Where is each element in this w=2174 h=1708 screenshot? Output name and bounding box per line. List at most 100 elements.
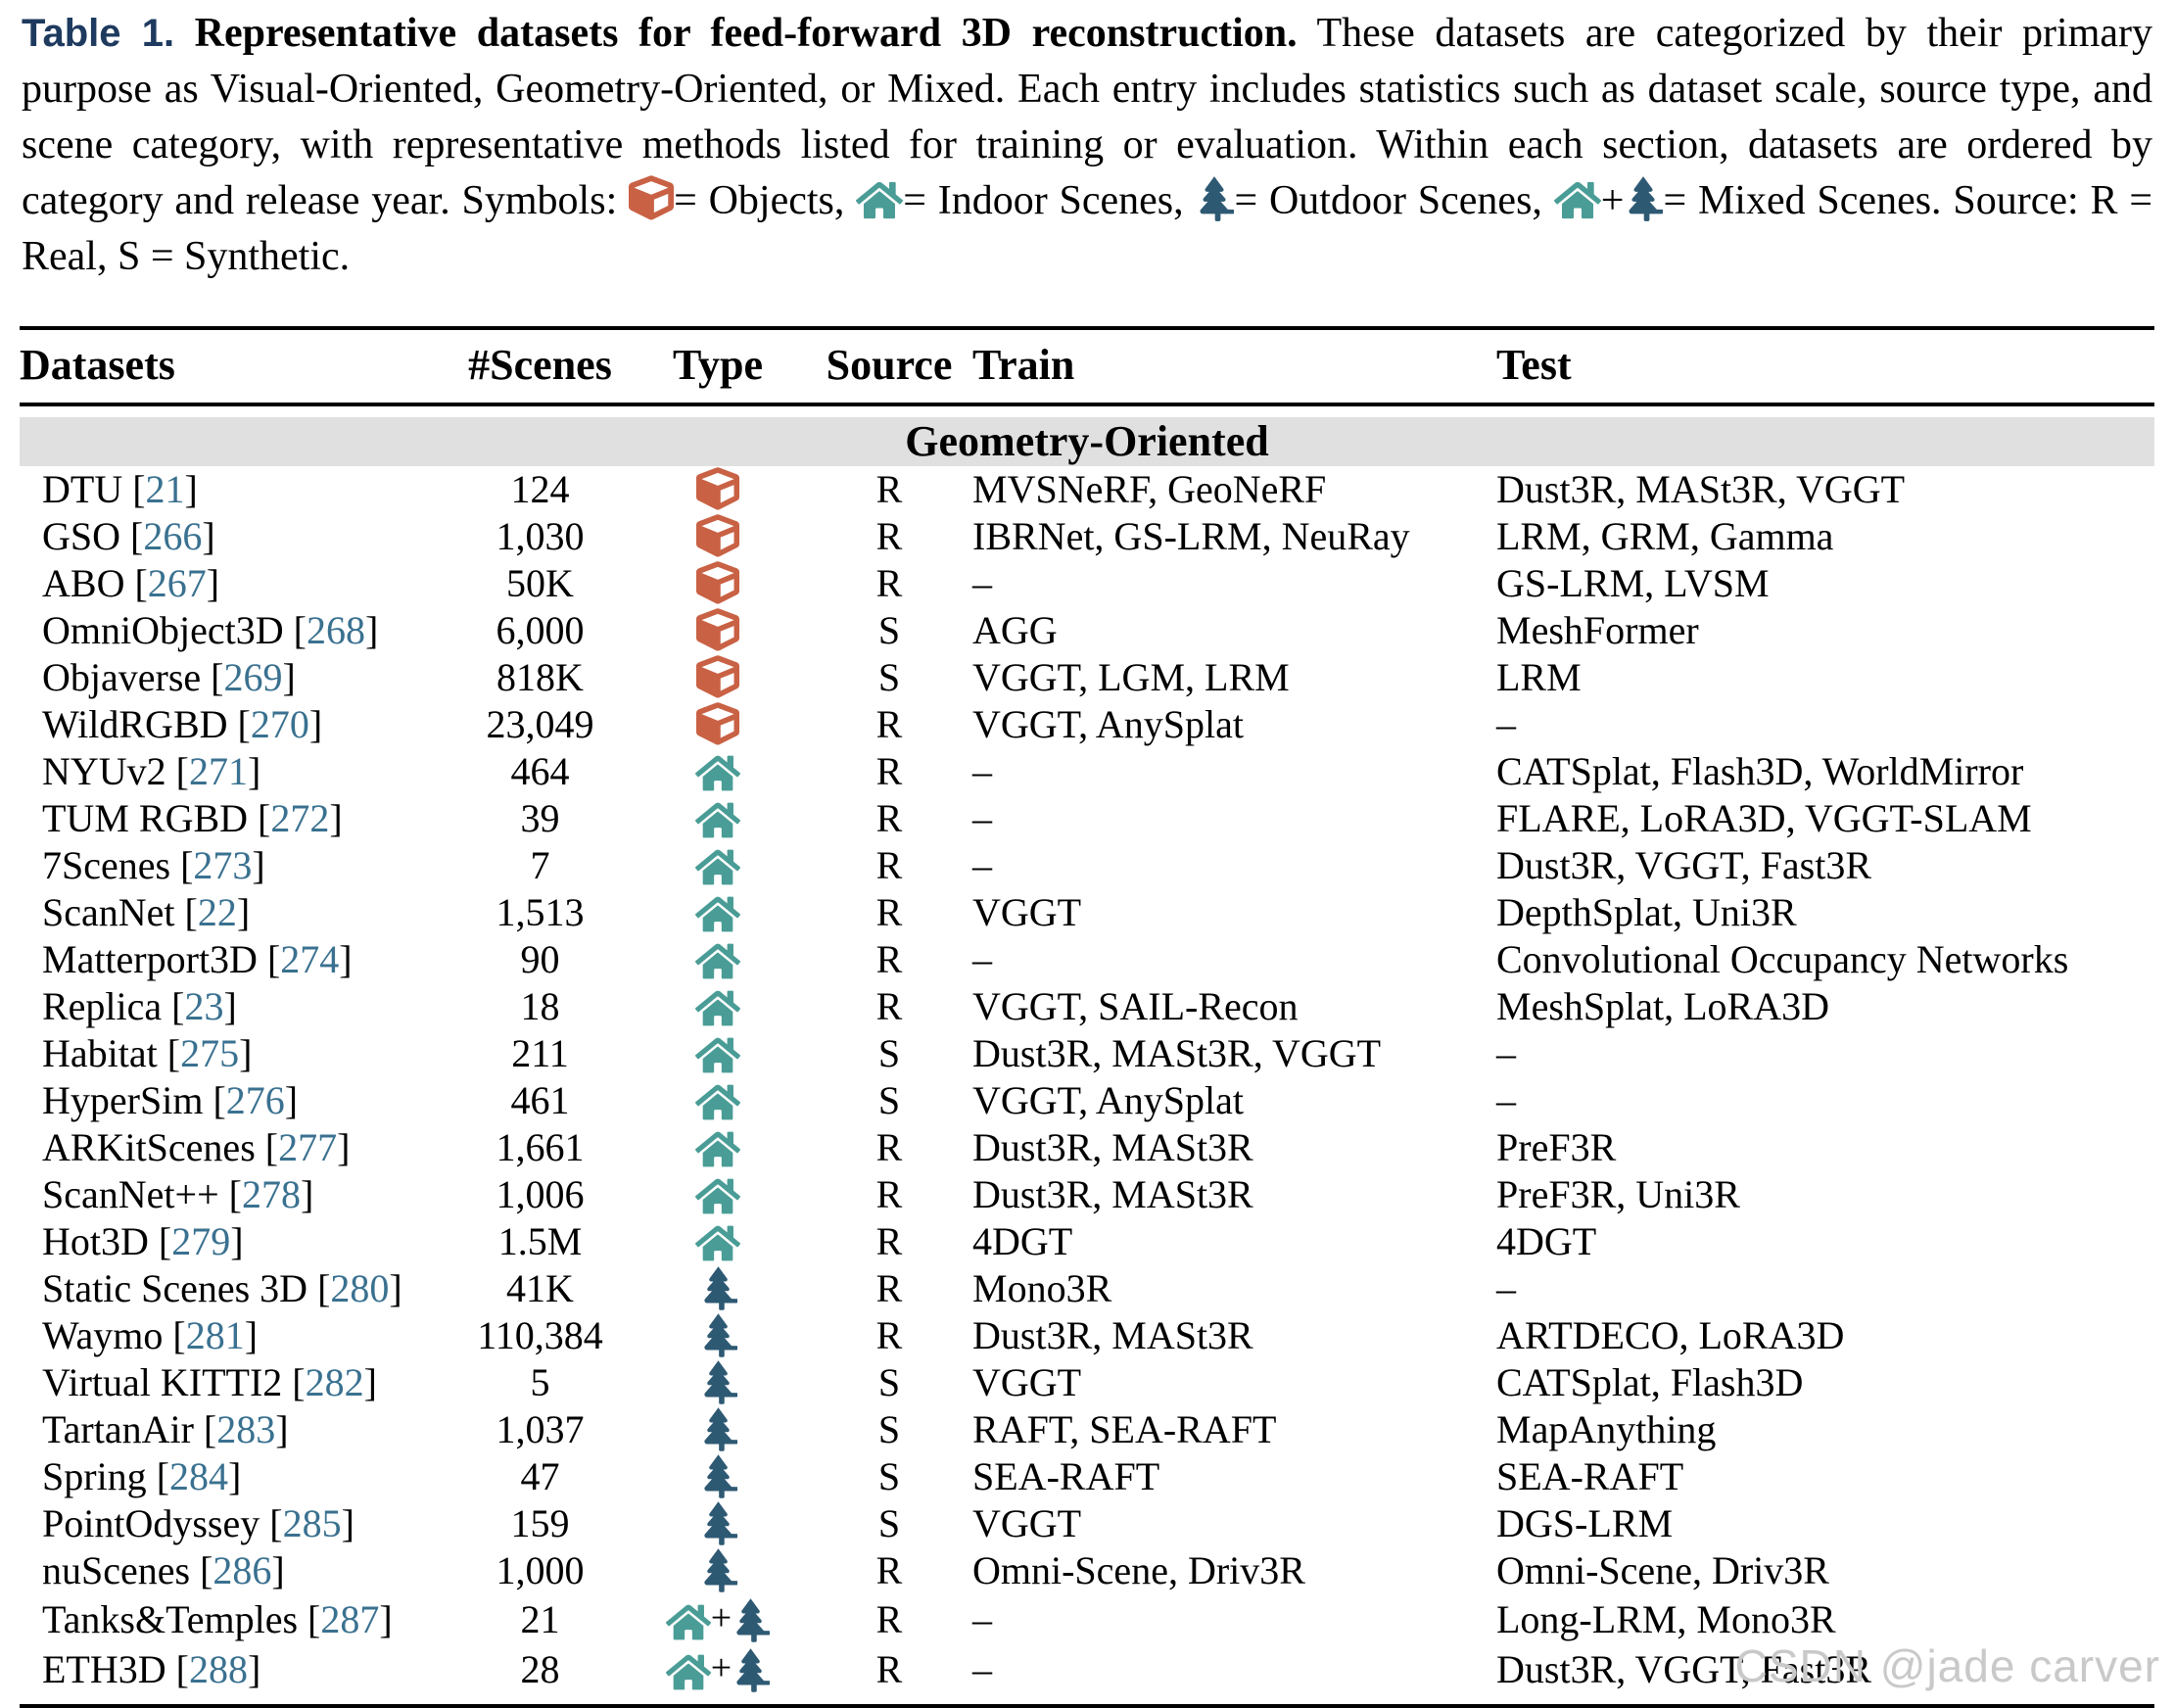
- col-header-test: Test: [1496, 328, 2154, 406]
- test-methods: PreF3R: [1496, 1125, 1617, 1169]
- source-cell: R: [875, 984, 903, 1028]
- citation-ref[interactable]: 273: [193, 843, 253, 887]
- table-row: Habitat [275] 211 S Dust3R, MASt3R, VGGT –: [20, 1030, 2154, 1077]
- train-methods: Dust3R, MASt3R: [972, 1313, 1253, 1357]
- table-row: GSO [266] 1,030 R IBRNet, GS-LRM, NeuRay LRM…: [20, 513, 2154, 560]
- type-cell: [630, 607, 806, 654]
- source-cell: S: [877, 1407, 901, 1451]
- dataset-name: 7Scenes: [42, 843, 171, 887]
- col-header-datasets: Datasets: [20, 328, 450, 406]
- citation-bracket-open: [: [258, 796, 271, 840]
- citation-ref[interactable]: 279: [171, 1219, 231, 1263]
- cube-icon: [696, 701, 739, 746]
- section-header-geometry-oriented: Geometry-Oriented: [20, 417, 2154, 466]
- type-cell: [630, 1030, 806, 1077]
- test-methods: Convolutional Occupancy Networks: [1496, 937, 2069, 981]
- citation-bracket-open: [: [269, 1501, 283, 1545]
- citation-ref[interactable]: 267: [147, 561, 207, 605]
- train-methods: –: [972, 561, 992, 605]
- test-methods: –: [1496, 1266, 1516, 1310]
- citation-ref[interactable]: 284: [169, 1454, 229, 1498]
- citation-ref[interactable]: 269: [223, 655, 283, 699]
- table-row: OmniObject3D [268] 6,000 S AGG MeshFormer: [20, 607, 2154, 654]
- table-row: NYUv2 [271] 464 R – CATSplat, Flash3D, World…: [20, 748, 2154, 795]
- citation-bracket-close: ]: [271, 1548, 285, 1592]
- citation-bracket-close: ]: [300, 1172, 314, 1216]
- dataset-cell: Objaverse [269]: [20, 654, 450, 701]
- source-cell: R: [875, 749, 903, 793]
- citation-ref[interactable]: 278: [241, 1172, 301, 1216]
- citation-ref[interactable]: 23: [184, 984, 224, 1028]
- citation-ref[interactable]: 283: [216, 1407, 276, 1451]
- caption-label: Table 1.: [22, 12, 175, 55]
- dataset-name: GSO: [42, 514, 121, 558]
- train-methods: RAFT, SEA-RAFT: [972, 1407, 1277, 1451]
- dataset-name: DTU: [42, 467, 123, 511]
- citation-ref[interactable]: 275: [180, 1031, 240, 1075]
- dataset-name: WildRGBD: [42, 702, 228, 746]
- dataset-name: Replica: [42, 984, 163, 1028]
- citation-bracket-open: [: [134, 561, 148, 605]
- citation-ref[interactable]: 286: [213, 1548, 272, 1592]
- type-cell: [630, 701, 806, 748]
- source-cell: S: [877, 1501, 901, 1545]
- citation-ref[interactable]: 268: [306, 608, 365, 652]
- table-row: Matterport3D [274] 90 R – Convolutional Occu…: [20, 936, 2154, 983]
- dataset-cell: NYUv2 [271]: [20, 748, 450, 795]
- citation-ref[interactable]: 276: [225, 1078, 285, 1122]
- type-cell: [630, 1453, 806, 1500]
- scenes-count: 18: [520, 984, 560, 1028]
- citation-ref[interactable]: 271: [189, 749, 248, 793]
- citation-bracket-close: ]: [247, 1646, 261, 1691]
- citation-ref[interactable]: 288: [188, 1646, 248, 1691]
- datasets-table: Datasets #Scenes Type Source Train Test …: [20, 326, 2154, 1708]
- scenes-count: 47: [520, 1454, 560, 1498]
- citation-ref[interactable]: 282: [305, 1360, 364, 1404]
- cube-icon: [696, 560, 739, 605]
- citation-bracket-open: [: [184, 890, 198, 934]
- citation-ref[interactable]: 285: [282, 1501, 342, 1545]
- dataset-cell: 7Scenes [273]: [20, 842, 450, 889]
- test-methods: CATSplat, Flash3D: [1496, 1360, 1804, 1404]
- table-row: Replica [23] 18 R VGGT, SAIL-Recon MeshSplat…: [20, 983, 2154, 1030]
- citation-bracket-open: [: [175, 1646, 189, 1691]
- source-cell: S: [877, 1031, 901, 1075]
- citation-ref[interactable]: 280: [330, 1266, 390, 1310]
- dataset-name: Matterport3D: [42, 937, 258, 981]
- citation-bracket-open: [: [266, 937, 281, 981]
- dataset-cell: ScanNet++ [278]: [20, 1171, 450, 1218]
- scenes-count: 1,661: [496, 1125, 585, 1169]
- citation-ref[interactable]: 266: [143, 514, 203, 558]
- caption-indoor-label: = Indoor Scenes,: [903, 178, 1196, 223]
- citation-ref[interactable]: 287: [320, 1596, 380, 1641]
- citation-ref[interactable]: 272: [270, 796, 330, 840]
- tree-icon: [699, 1360, 739, 1404]
- scenes-count: 6,000: [496, 608, 585, 652]
- type-cell: [630, 1265, 806, 1312]
- citation-ref[interactable]: 277: [278, 1125, 338, 1169]
- citation-ref[interactable]: 21: [145, 467, 185, 511]
- test-methods: DepthSplat, Uni3R: [1496, 890, 1797, 934]
- dataset-name: ARKitScenes: [42, 1125, 256, 1169]
- house-icon: [1553, 179, 1601, 221]
- col-header-type: Type: [630, 328, 806, 406]
- test-methods: PreF3R, Uni3R: [1496, 1172, 1740, 1216]
- citation-ref[interactable]: 274: [280, 937, 340, 981]
- train-methods: VGGT, AnySplat: [972, 702, 1245, 746]
- test-methods: GS-LRM, LVSM: [1496, 561, 1770, 605]
- citation-ref[interactable]: 281: [185, 1313, 245, 1357]
- train-methods: –: [972, 1646, 992, 1691]
- train-methods: IBRNet, GS-LRM, NeuRay: [972, 514, 1410, 558]
- citation-ref[interactable]: 270: [250, 702, 309, 746]
- col-header-source: Source: [806, 328, 972, 406]
- train-methods: Dust3R, MASt3R: [972, 1125, 1253, 1169]
- table-row: HyperSim [276] 461 S VGGT, AnySplat –: [20, 1077, 2154, 1124]
- dataset-name: PointOdyssey: [42, 1501, 260, 1545]
- tree-icon: [699, 1266, 739, 1310]
- type-cell: [630, 1218, 806, 1265]
- dataset-cell: Static Scenes 3D [280]: [20, 1265, 450, 1312]
- citation-ref[interactable]: 22: [197, 890, 237, 934]
- table-row: Tanks&Temples [287] 21 + R – Long-LRM, Mono3R: [20, 1594, 2154, 1644]
- house-icon: [694, 941, 741, 981]
- dataset-name: Objaverse: [42, 655, 202, 699]
